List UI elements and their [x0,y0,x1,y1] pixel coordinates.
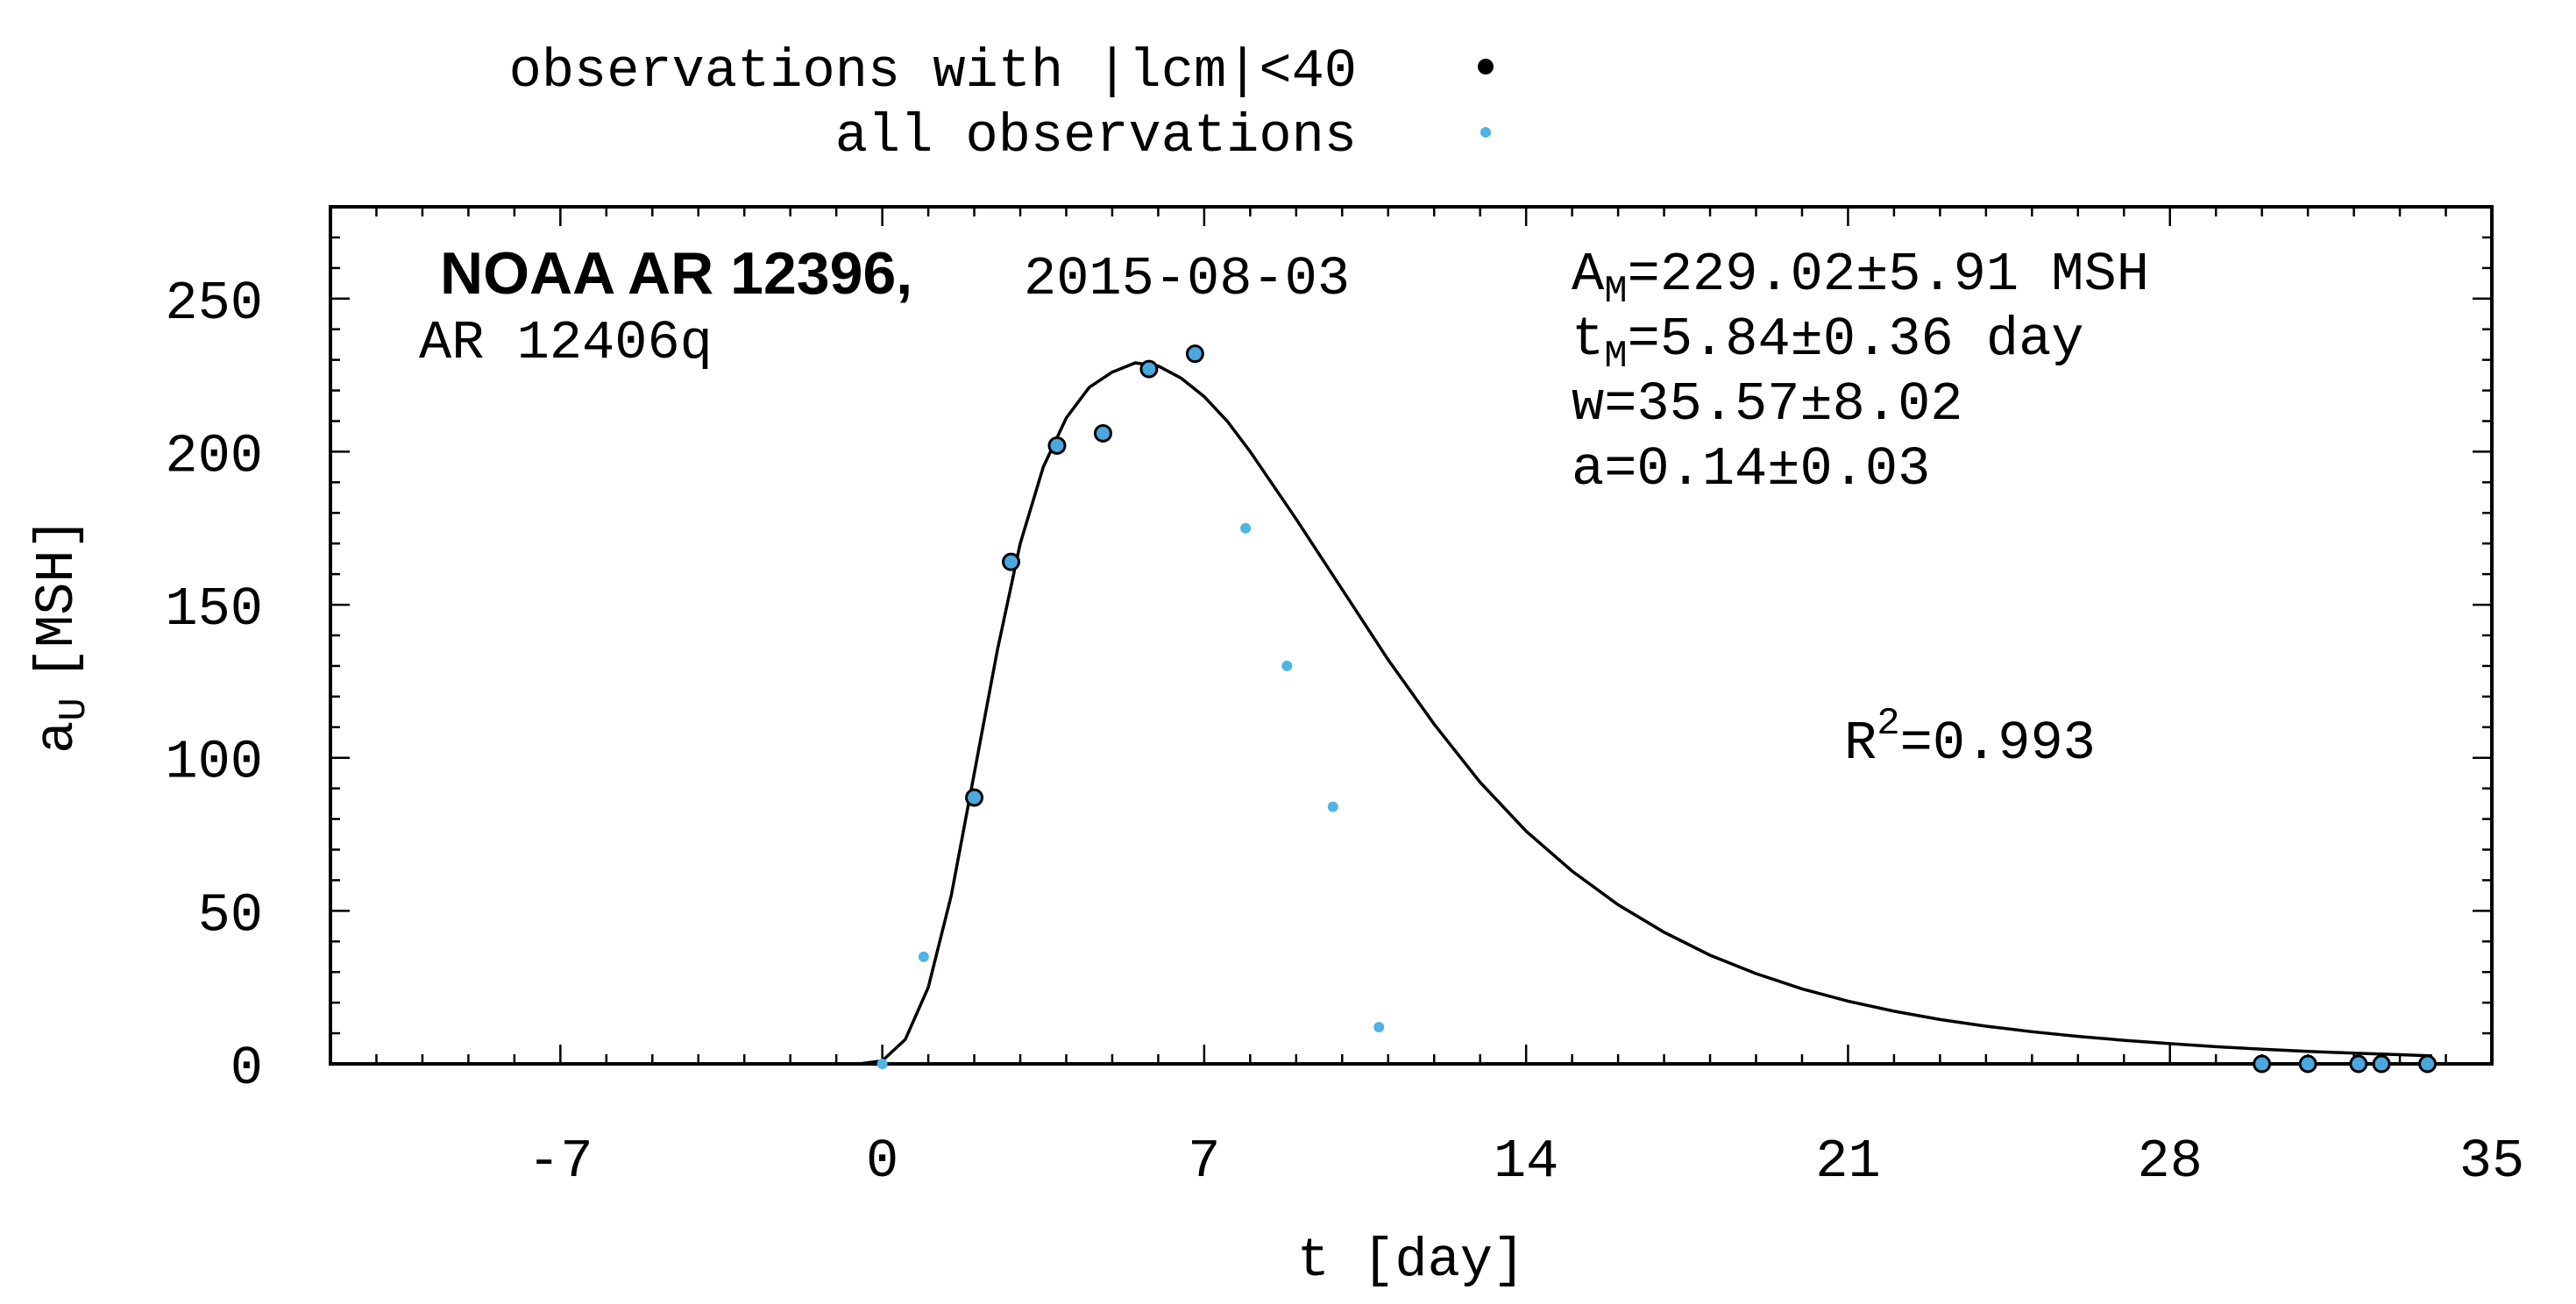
lcm-observation-point [1139,359,1159,379]
y-tick-label: 100 [165,732,263,794]
legend-entry-0-marker [1478,59,1494,74]
lcm-observation-point [1093,423,1112,443]
y-tick-label: 150 [165,578,263,641]
x-tick-label: 14 [1494,1130,1558,1193]
plot-title: NOAA AR 12396, [440,240,912,307]
x-tick-label: 7 [1188,1130,1220,1193]
legend-entry-1-marker [1480,127,1491,138]
lcm-observation-point [2253,1054,2272,1074]
lcm-observation-point [965,788,984,807]
plot-date: 2015-08-03 [1024,248,1350,310]
lcm-observation-point [1047,436,1067,455]
lcm-observation-point [1185,344,1204,364]
lcm-observation-point [2418,1054,2438,1074]
lcm-observation-point [2298,1054,2317,1074]
r-squared: R2=0.993 [1844,702,2096,775]
all-observation-point [1373,1022,1385,1033]
all-observation-point [918,951,929,962]
fit-parameters: AM=229.02±5.91 MSH tM=5.84±0.36 day w=35… [1572,244,2149,500]
legend: observations with |lcm|<40 all observati… [509,40,1494,167]
fit-curve [330,361,2432,1066]
legend-entry-0-label: observations with |lcm|<40 [509,40,1357,103]
all-observation-point [1327,801,1338,812]
all-observation-point [876,1059,888,1069]
all-observation-point [1281,660,1293,671]
x-axis-label: t [day] [1297,1230,1525,1292]
axis-ticks [329,205,2494,1066]
x-tick-label: 0 [866,1130,898,1193]
fit-param-width: w=35.57±8.02 [1572,373,1963,436]
y-axis-label: aU[MSH] [26,517,96,754]
y-tick-label: 50 [198,884,263,946]
x-tick-label: -7 [528,1130,593,1193]
x-tick-label: 21 [1815,1130,1880,1193]
y-tick-label: 250 [165,273,263,335]
fit-param-peak-time: tM=5.84±0.36 day [1572,308,2084,379]
data-points [876,344,2438,1074]
x-tick-labels: -7 0 7 14 21 28 35 [528,1130,2524,1193]
fit-param-amplitude: AM=229.02±5.91 MSH [1572,244,2149,314]
x-tick-label: 28 [2138,1130,2203,1193]
all-observation-point [1240,522,1252,534]
x-tick-label: 35 [2459,1130,2524,1193]
plot-subtitle: AR 12406q [419,312,713,374]
legend-entry-1-label: all observations [835,105,1357,167]
y-tick-labels: 0 50 100 150 200 250 [165,273,263,1100]
lcm-observation-point [1002,552,1021,571]
lcm-observation-point [2372,1054,2391,1074]
y-tick-label: 200 [165,425,263,487]
y-tick-label: 0 [231,1038,263,1100]
lcm-observation-point [2349,1054,2368,1074]
fit-param-asymmetry: a=0.14±0.03 [1572,438,1930,500]
